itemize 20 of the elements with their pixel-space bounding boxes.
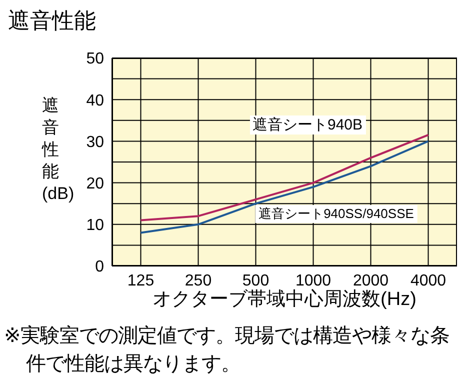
x-axis-title: オクターブ帯域中心周波数(Hz): [152, 288, 418, 312]
text: ※実験室での測定値です。現場では構造や様々な条件で性能は異なります。: [4, 324, 450, 377]
series-label: 遮音シート940SS/940SSE: [256, 205, 417, 223]
x-tick-label: 1000: [295, 272, 332, 290]
line-series: [140, 134, 430, 222]
y-tick-label: 40: [86, 92, 104, 110]
line-series: [140, 140, 430, 234]
x-tick-label: 2000: [352, 272, 389, 290]
y-axis-title: 遮音性能(dB): [42, 95, 74, 205]
y-tick-label: 10: [86, 217, 104, 234]
x-tick-label: 4000: [410, 272, 446, 290]
x-tick-label: 500: [242, 272, 270, 290]
y-tick-label: 0: [95, 258, 104, 276]
x-tick-label: 125: [127, 272, 154, 290]
y-tick-label: 50: [86, 50, 104, 68]
chart-title: 遮音性能: [8, 7, 96, 35]
y-tick-label: 30: [86, 134, 104, 151]
x-tick-label: 250: [184, 272, 212, 290]
y-tick-label: 20: [86, 175, 104, 192]
series-label: 遮音シート940B: [249, 115, 366, 134]
